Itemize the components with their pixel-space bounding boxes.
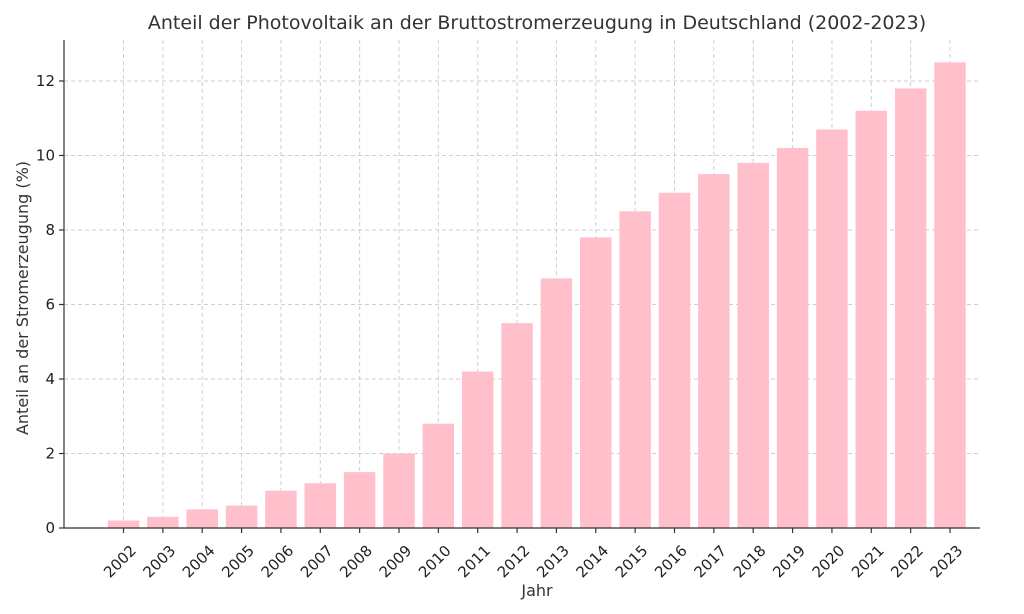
bar-2022 [894, 88, 927, 528]
x-tick-label: 2015 [612, 542, 652, 582]
y-tick-label: 4 [45, 370, 55, 388]
bar-2017 [698, 174, 730, 528]
bar-2007 [304, 483, 337, 528]
y-axis-label: Anteil an der Stromerzeugung (%) [13, 161, 32, 435]
y-tick-label: 8 [45, 221, 55, 239]
axes [63, 40, 980, 533]
x-tick-label: 2013 [533, 542, 573, 582]
x-tick-label: 2009 [376, 542, 416, 582]
y-tick-label: 10 [36, 146, 55, 164]
y-tick-label: 0 [45, 519, 55, 537]
x-tick-label: 2023 [927, 542, 967, 582]
bars [107, 62, 966, 529]
bar-2020 [816, 129, 848, 528]
bar-2013 [540, 278, 573, 528]
x-tick-label: 2004 [179, 542, 219, 582]
x-tick-label: 2012 [494, 542, 534, 582]
bar-2005 [225, 505, 258, 528]
bar-2023 [934, 62, 966, 529]
bar-2008 [343, 472, 376, 528]
x-tick-label: 2007 [297, 542, 337, 582]
bar-2016 [658, 192, 691, 528]
bar-2009 [383, 453, 415, 528]
x-tick-label: 2017 [691, 542, 731, 582]
chart-title: Anteil der Photovoltaik an der Bruttostr… [148, 12, 926, 34]
x-tick-label: 2022 [887, 542, 927, 582]
bar-2002 [107, 520, 140, 528]
bar-2011 [461, 371, 494, 528]
x-tick-label: 2010 [415, 542, 455, 582]
bar-2010 [422, 423, 455, 528]
y-tick-label: 2 [45, 444, 55, 462]
x-tick-label: 2006 [258, 542, 298, 582]
y-tick-labels: 0 2 4 6 8 10 12 [36, 72, 55, 537]
bar-2006 [265, 490, 297, 528]
x-tick-label: 2021 [848, 542, 888, 582]
x-axis-label: Jahr [520, 581, 553, 600]
x-tick-label: 2019 [769, 542, 809, 582]
bar-2004 [186, 509, 218, 528]
bar-2012 [501, 323, 533, 528]
x-tick-label: 2020 [809, 542, 849, 582]
bar-2018 [737, 162, 769, 528]
x-tick-label: 2003 [140, 542, 180, 582]
x-tick-label: 2016 [651, 542, 691, 582]
x-tick-label: 2008 [336, 542, 376, 582]
bar-2014 [580, 237, 612, 528]
x-tick-label: 2014 [572, 542, 612, 582]
x-tick-labels: 2002 2003 2004 2005 2006 2007 2008 2009 2010 2011… [100, 542, 966, 582]
bar-2003 [147, 516, 179, 528]
bar-2015 [619, 211, 651, 529]
x-tick-label: 2011 [454, 542, 494, 582]
x-tick-label: 2005 [218, 542, 258, 582]
y-tick-label: 12 [36, 72, 55, 90]
x-tick-label: 2018 [730, 542, 770, 582]
x-tick-label: 2002 [100, 542, 140, 582]
bar-2021 [855, 110, 888, 528]
y-tick-label: 6 [45, 295, 55, 313]
bar-2019 [776, 148, 809, 529]
